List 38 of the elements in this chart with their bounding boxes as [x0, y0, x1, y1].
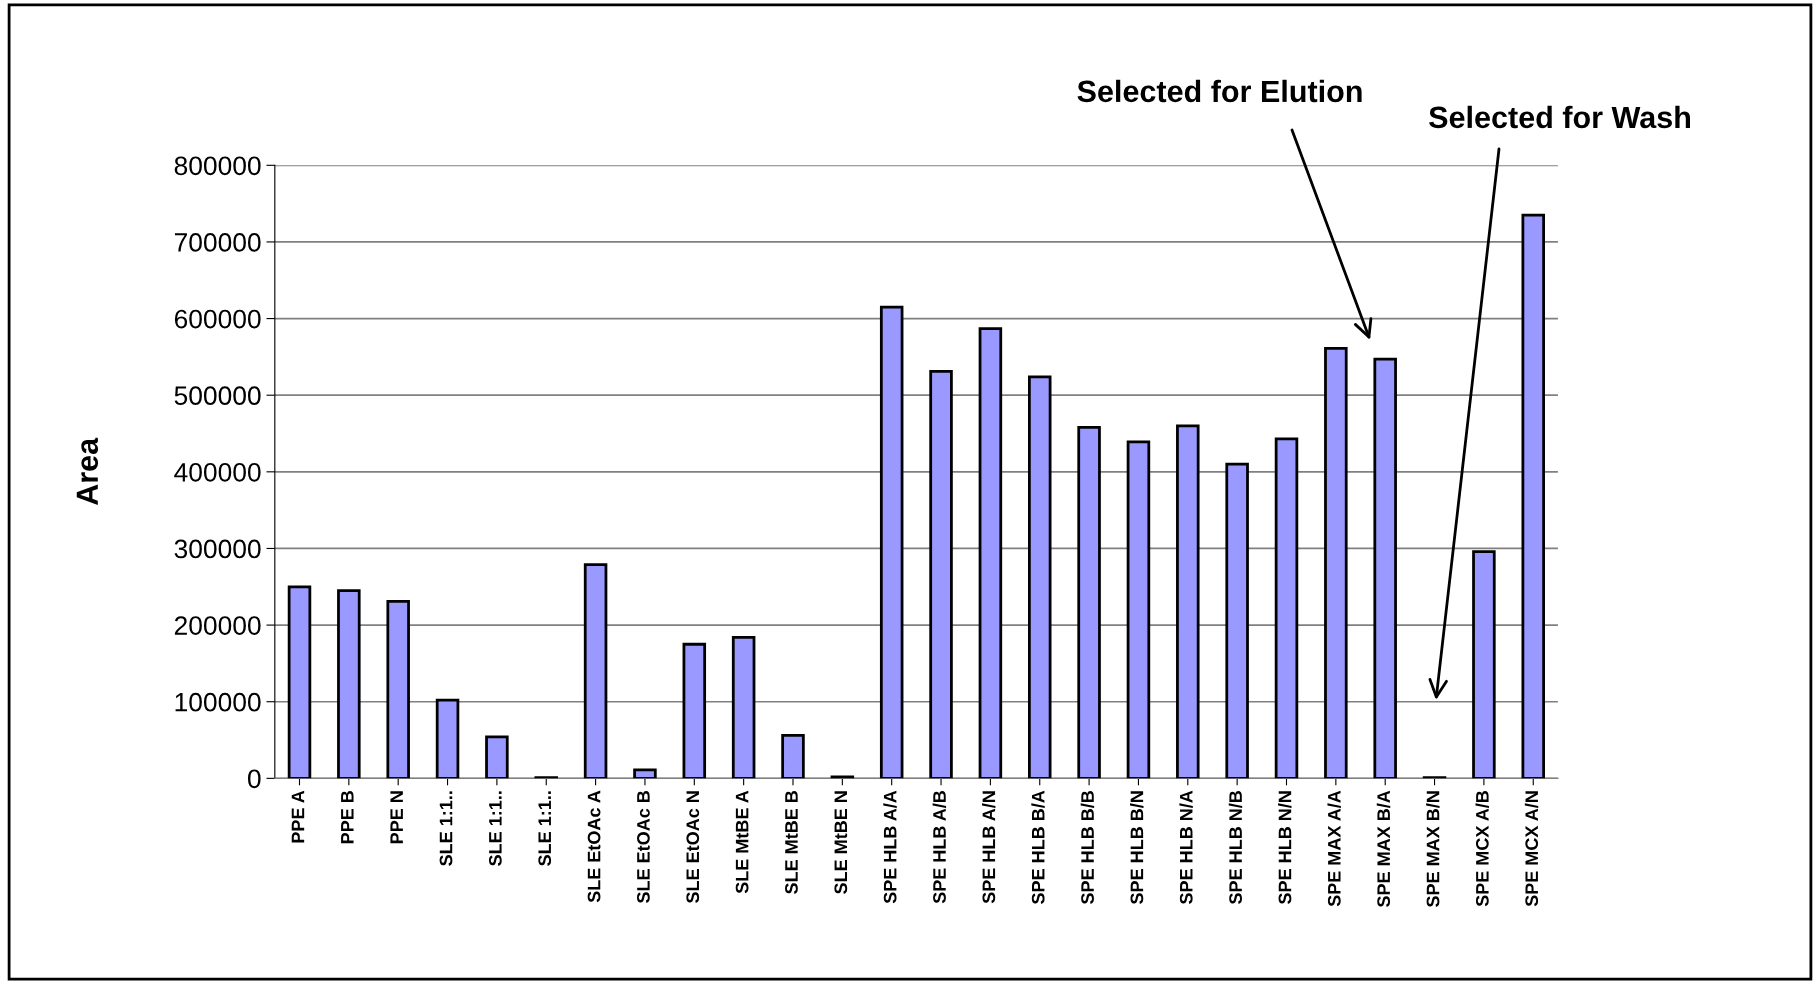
x-tick-label: SLE MtBE N [834, 791, 848, 894]
y-tick-label: 300000 [174, 539, 261, 559]
y-tick-label: 400000 [174, 462, 261, 482]
x-tick-label: SPE HLB A/A [883, 790, 897, 904]
y-tick-label: 700000 [174, 233, 261, 252]
x-tick-label: SPE HLB A/N [981, 791, 996, 904]
x-tick-label: SLE EtOAc N [686, 791, 700, 903]
x-tick-label: SPE MCX A/N [1524, 791, 1539, 907]
x-tick-label: SLE EtOAc A [587, 790, 601, 903]
x-tick-label: SPE MAX B/A [1376, 790, 1391, 908]
x-tick-label: SPE HLB B/B [1080, 790, 1095, 904]
x-tick-label: SLE MtBE A [735, 790, 749, 894]
y-tick-label: 100000 [175, 692, 261, 712]
x-tick-label: SLE 1:1.. [538, 791, 552, 866]
text: Selected for Wash [1429, 105, 1690, 129]
x-tick-label: SPE HLB A/B [932, 790, 947, 904]
y-tick-label: 200000 [174, 616, 261, 635]
x-tick-label: SLE 1:1.. [439, 791, 453, 866]
x-tick-label: SLE 1:1.. [488, 791, 502, 866]
text: Selected for Elution [1077, 79, 1362, 103]
x-tick-label: SPE MAX B/N [1426, 791, 1440, 908]
y-tick-label: 600000 [174, 309, 261, 329]
x-tick-label: SPE HLB B/A [1031, 790, 1045, 904]
y-tick-label: 0 [247, 769, 261, 789]
x-tick-label: PPE A [291, 790, 305, 843]
x-tick-label: SPE HLB N/N [1278, 791, 1292, 904]
x-tick-label: SPE HLB N/A [1179, 790, 1193, 904]
y-tick-label: 500000 [174, 386, 261, 406]
x-tick-label: SPE HLB B/N [1130, 791, 1144, 904]
y-axis-title: Area [76, 437, 99, 506]
x-tick-label: SLE MtBE B [785, 790, 798, 894]
x-tick-label: SPE MCX A/B [1475, 790, 1489, 907]
x-tick-label: PPE B [341, 790, 354, 844]
x-tick-label: SLE EtOAc B [637, 790, 650, 903]
x-tick-label: SPE HLB N/B [1228, 790, 1243, 904]
x-tick-label: SPE MAX A/A [1327, 790, 1341, 907]
y-tick-label: 800000 [174, 156, 261, 176]
x-tick-label: PPE N [390, 791, 403, 844]
